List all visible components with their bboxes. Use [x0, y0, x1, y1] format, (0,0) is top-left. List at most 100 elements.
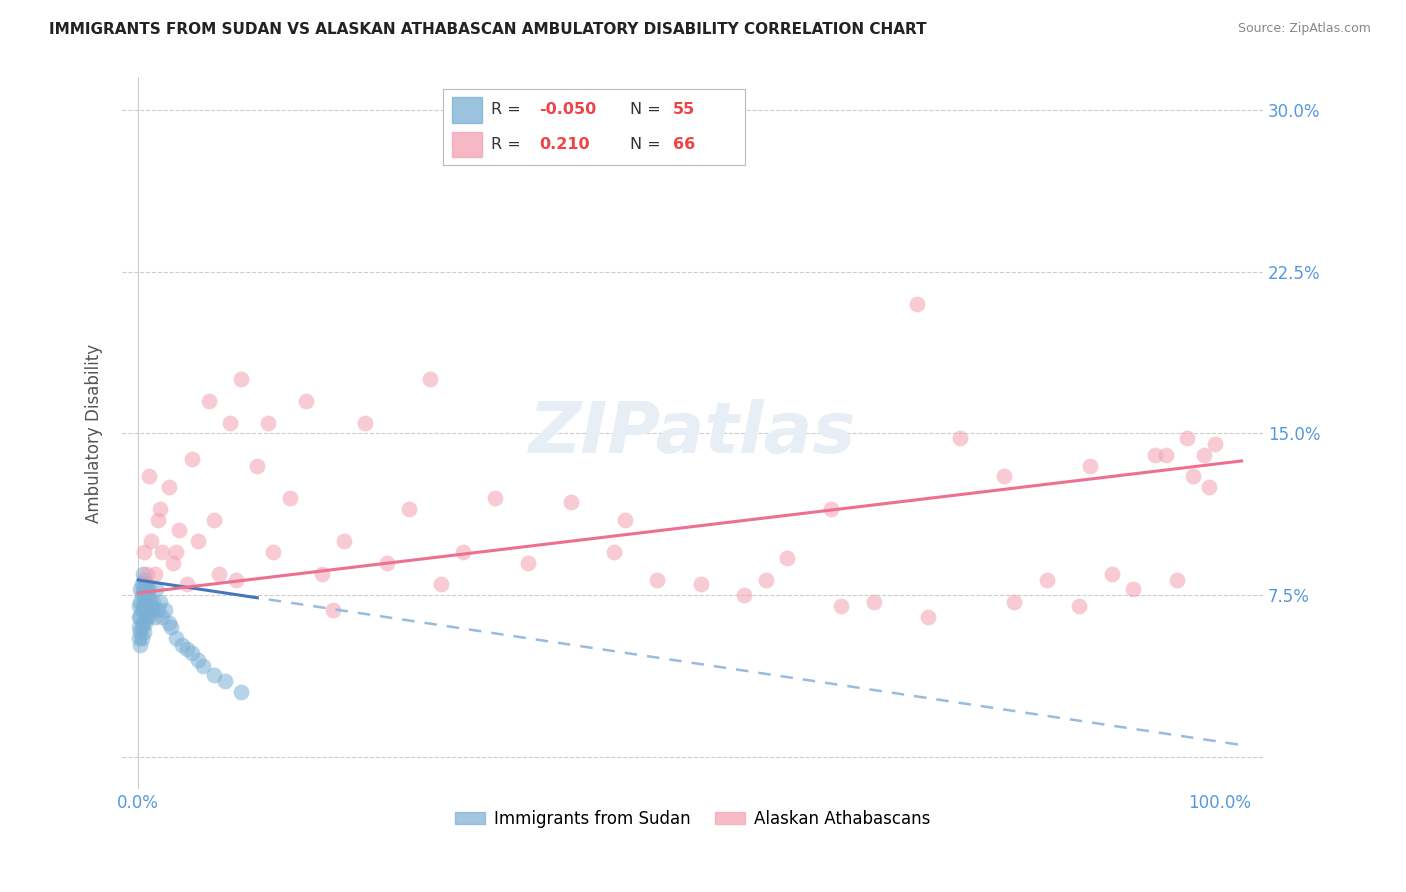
- Point: [733, 588, 755, 602]
- Point: [917, 609, 939, 624]
- Point: [138, 603, 160, 617]
- Point: [333, 534, 356, 549]
- Point: [1078, 458, 1101, 473]
- Point: [134, 582, 156, 596]
- Point: [202, 668, 225, 682]
- Point: [131, 582, 153, 596]
- Point: [905, 297, 928, 311]
- Point: [1122, 582, 1144, 596]
- Point: [141, 603, 163, 617]
- Point: [263, 545, 285, 559]
- Point: [138, 582, 160, 596]
- Point: [1036, 573, 1059, 587]
- Point: [176, 642, 198, 657]
- Text: 66: 66: [672, 137, 695, 152]
- Point: [214, 674, 236, 689]
- Point: [128, 620, 150, 634]
- Point: [419, 372, 441, 386]
- Point: [516, 556, 538, 570]
- Point: [135, 609, 157, 624]
- Point: [131, 603, 153, 617]
- Point: [135, 577, 157, 591]
- Point: [143, 609, 166, 624]
- Point: [129, 638, 152, 652]
- Point: [647, 573, 669, 587]
- Point: [131, 632, 153, 646]
- Point: [949, 431, 972, 445]
- Point: [820, 501, 842, 516]
- Point: [1166, 573, 1188, 587]
- Point: [1101, 566, 1123, 581]
- Point: [229, 685, 252, 699]
- Y-axis label: Ambulatory Disability: Ambulatory Disability: [86, 343, 103, 523]
- Point: [128, 599, 150, 613]
- Point: [131, 616, 153, 631]
- Point: [146, 513, 169, 527]
- Point: [278, 491, 301, 505]
- Point: [132, 545, 155, 559]
- Point: [149, 594, 172, 608]
- Point: [375, 556, 398, 570]
- Point: [138, 469, 160, 483]
- Point: [129, 609, 152, 624]
- Point: [132, 588, 155, 602]
- Text: ZIPatlas: ZIPatlas: [529, 399, 856, 467]
- Point: [219, 416, 242, 430]
- Point: [139, 594, 162, 608]
- Point: [451, 545, 474, 559]
- Point: [1144, 448, 1167, 462]
- Text: R =: R =: [491, 103, 526, 117]
- Point: [136, 603, 159, 617]
- Point: [129, 582, 152, 596]
- Point: [170, 638, 193, 652]
- Point: [142, 594, 165, 608]
- Point: [193, 659, 215, 673]
- Point: [430, 577, 453, 591]
- Bar: [451, 132, 482, 158]
- Point: [225, 573, 247, 587]
- Point: [132, 573, 155, 587]
- Point: [136, 609, 159, 624]
- Point: [181, 452, 204, 467]
- Text: R =: R =: [491, 137, 531, 152]
- Legend: Immigrants from Sudan, Alaskan Athabascans: Immigrants from Sudan, Alaskan Athabasca…: [449, 803, 936, 834]
- Point: [150, 545, 173, 559]
- Text: IMMIGRANTS FROM SUDAN VS ALASKAN ATHABASCAN AMBULATORY DISABILITY CORRELATION CH: IMMIGRANTS FROM SUDAN VS ALASKAN ATHABAS…: [49, 22, 927, 37]
- Point: [484, 491, 506, 505]
- Point: [755, 573, 778, 587]
- Point: [776, 551, 799, 566]
- Point: [993, 469, 1015, 483]
- Point: [165, 632, 187, 646]
- Point: [208, 566, 231, 581]
- Point: [132, 603, 155, 617]
- Point: [1204, 437, 1226, 451]
- Point: [295, 394, 318, 409]
- Point: [136, 566, 159, 581]
- Point: [1154, 448, 1177, 462]
- Point: [131, 599, 153, 613]
- Point: [159, 620, 181, 634]
- Point: [150, 609, 173, 624]
- Point: [1069, 599, 1091, 613]
- Point: [129, 624, 152, 639]
- Point: [862, 594, 884, 608]
- Point: [187, 653, 209, 667]
- Point: [136, 582, 159, 596]
- Point: [141, 534, 163, 549]
- Point: [131, 566, 153, 581]
- Point: [165, 545, 187, 559]
- Point: [157, 616, 180, 631]
- Point: [181, 646, 204, 660]
- Point: [176, 577, 198, 591]
- Point: [560, 495, 582, 509]
- Point: [132, 624, 155, 639]
- Point: [354, 416, 377, 430]
- Point: [162, 556, 184, 570]
- Bar: [451, 97, 482, 122]
- Point: [398, 501, 420, 516]
- Text: N =: N =: [630, 137, 666, 152]
- Point: [1192, 448, 1215, 462]
- Point: [141, 599, 163, 613]
- Point: [229, 372, 252, 386]
- Point: [311, 566, 333, 581]
